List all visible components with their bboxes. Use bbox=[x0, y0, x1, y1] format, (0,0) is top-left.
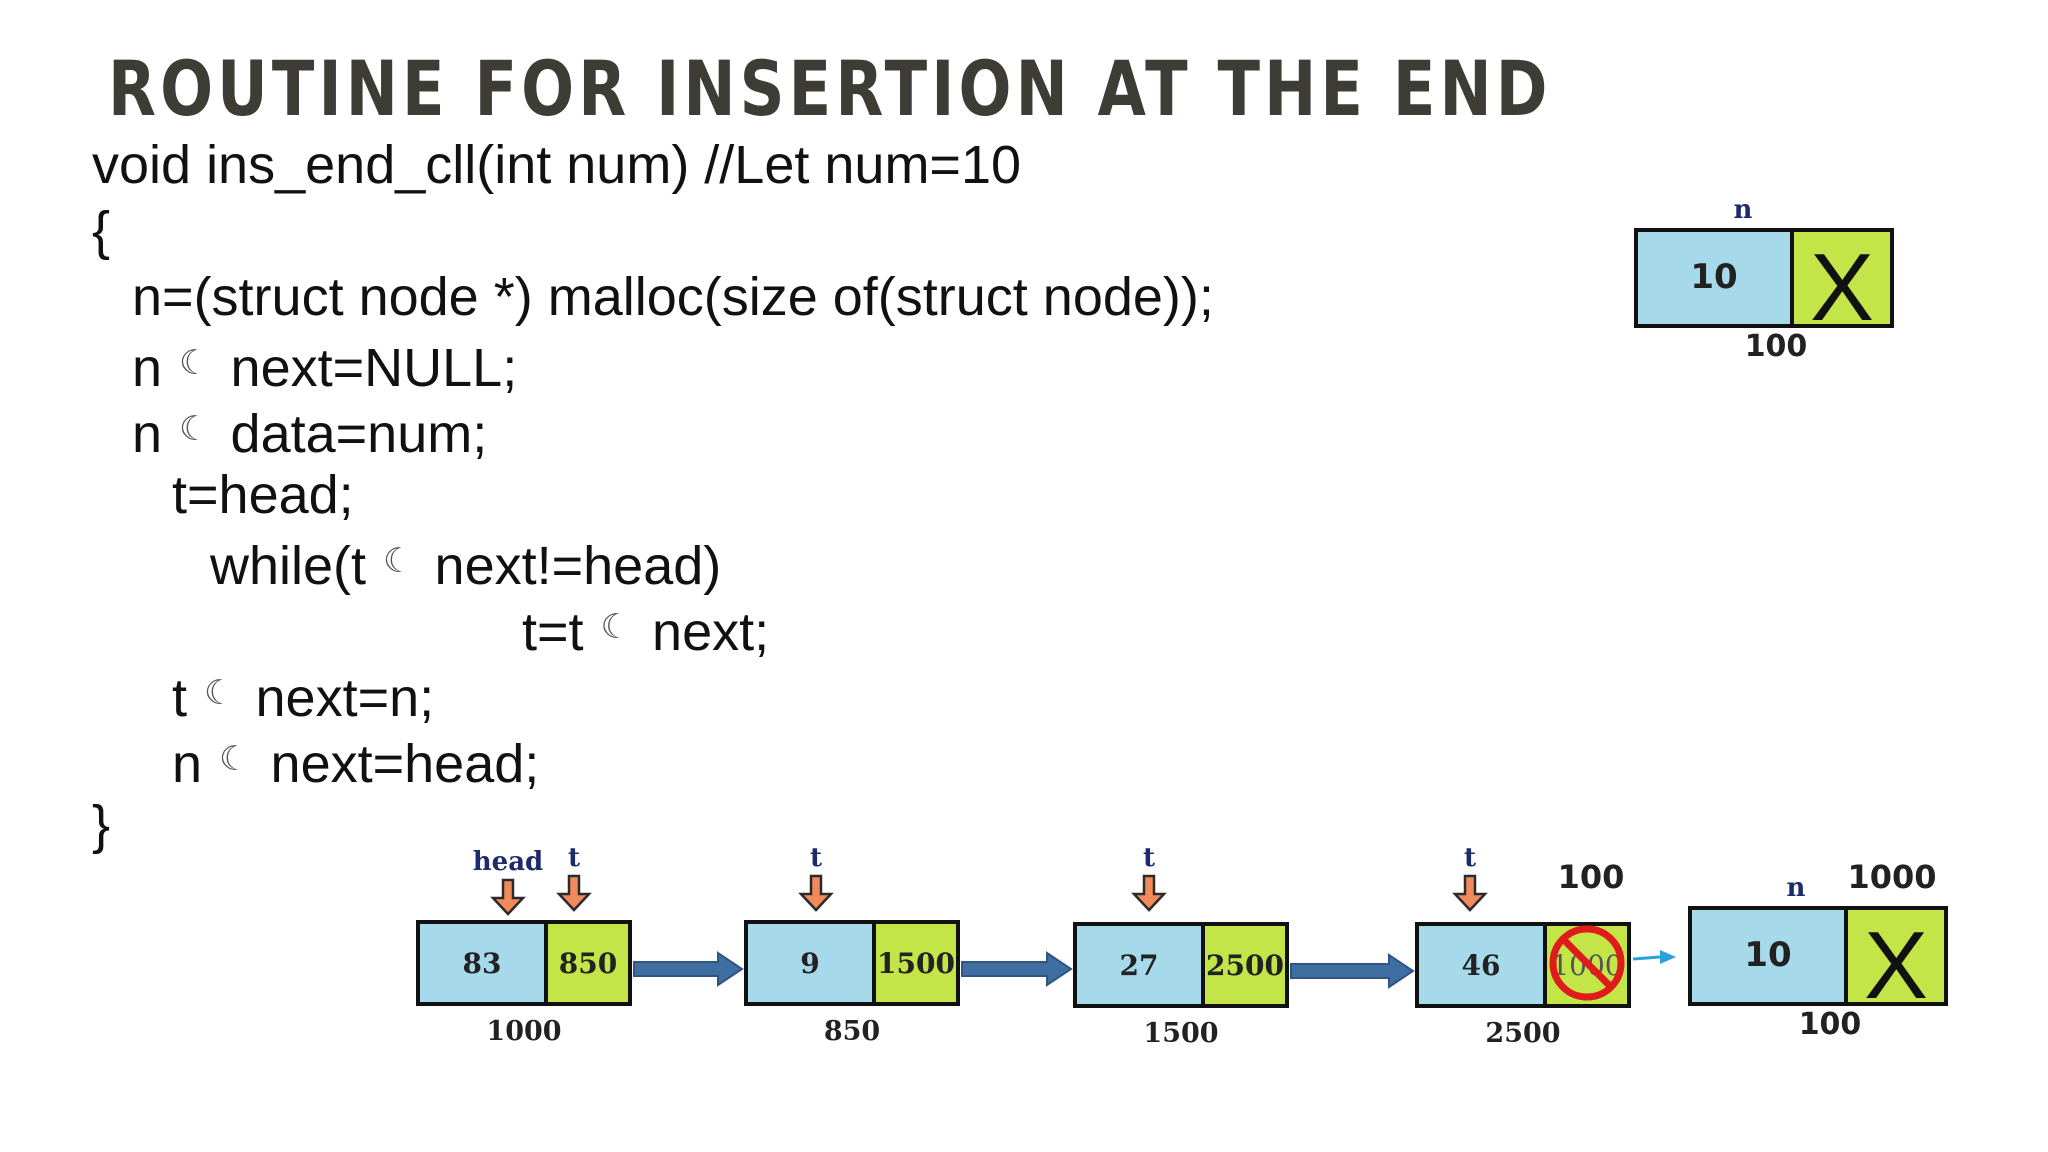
node-data-value: 83 bbox=[463, 947, 502, 980]
pointer-label: n bbox=[1734, 195, 1753, 225]
node-address: 2500 bbox=[1485, 1018, 1560, 1049]
new-link-line bbox=[1632, 955, 1661, 961]
code-line: void ins_end_cll(int num) //Let num=10 bbox=[92, 132, 1021, 198]
code-line: t=t ☾ next; bbox=[522, 594, 769, 665]
pointer-label: t bbox=[810, 843, 822, 873]
pointer-down-arrow-icon bbox=[490, 878, 526, 916]
pointer-operator-icon: ☾ bbox=[383, 542, 414, 580]
no-symbol-slash bbox=[1560, 936, 1614, 990]
node-next-field bbox=[1543, 922, 1631, 1008]
code-text: t=t bbox=[522, 602, 599, 662]
link-arrow-icon bbox=[1290, 953, 1415, 989]
node-data-value: 9 bbox=[800, 947, 819, 980]
pointer-operator-icon: ☾ bbox=[600, 608, 632, 646]
node-data-field bbox=[1415, 922, 1547, 1008]
no-symbol-icon bbox=[1549, 925, 1625, 1001]
pointer-down-arrow-icon bbox=[798, 874, 834, 912]
node-data-value: 10 bbox=[1690, 257, 1737, 297]
pointer-operator-icon: ☾ bbox=[204, 674, 235, 712]
null-x-icon: X bbox=[1864, 912, 1928, 1019]
node-next-field bbox=[1844, 906, 1948, 1006]
code-text: n bbox=[132, 404, 178, 464]
code-line: n ☾ next=NULL; bbox=[132, 330, 517, 401]
code-text: void ins_end_cll(int num) //Let num=10 bbox=[92, 135, 1022, 195]
code-line: t ☾ next=n; bbox=[172, 660, 434, 731]
code-text: data=num; bbox=[215, 404, 488, 464]
pointer-label: n bbox=[1787, 873, 1806, 903]
node-address: 850 bbox=[824, 1016, 880, 1047]
pointer-down-arrow-icon bbox=[1452, 874, 1488, 912]
link-arrow-icon bbox=[961, 951, 1073, 987]
code-line: } bbox=[92, 792, 110, 858]
code-text: next!=head) bbox=[419, 536, 722, 596]
node-address: 1500 bbox=[1143, 1018, 1218, 1049]
node-next-field bbox=[1201, 922, 1289, 1008]
code-line: while(t ☾ next!=head) bbox=[210, 528, 721, 599]
code-line: n ☾ next=head; bbox=[172, 726, 539, 797]
code-text: next; bbox=[637, 602, 770, 662]
code-text: n=(struct node *) malloc(size of(struct … bbox=[132, 267, 1214, 327]
code-line: t=head; bbox=[172, 462, 354, 528]
node-next-field bbox=[1790, 228, 1894, 328]
pointer-operator-icon: ☾ bbox=[219, 740, 250, 778]
new-node-label-above: 1000 bbox=[1847, 858, 1936, 896]
slide-title: ROUTINE FOR INSERTION AT THE END bbox=[108, 44, 1552, 133]
code-text: t bbox=[172, 668, 203, 728]
pointer-label: t bbox=[568, 843, 580, 873]
code-text: n bbox=[172, 734, 218, 794]
code-text: { bbox=[92, 201, 111, 261]
code-text: next=NULL; bbox=[215, 338, 518, 398]
node-next-value: 850 bbox=[559, 947, 617, 980]
pointer-operator-icon: ☾ bbox=[179, 344, 210, 382]
null-x-icon: X bbox=[1810, 234, 1874, 341]
code-line: n ☾ data=num; bbox=[132, 396, 487, 467]
node-address: 100 bbox=[1745, 329, 1808, 364]
new-link-arrow-icon bbox=[1660, 950, 1676, 964]
node-data-field bbox=[416, 920, 548, 1006]
pointer-down-arrow-icon bbox=[1131, 874, 1167, 912]
new-next-address: 100 bbox=[1558, 858, 1625, 896]
node-next-value: 2500 bbox=[1206, 949, 1284, 982]
code-text: n bbox=[132, 338, 178, 398]
pointer-label: t bbox=[1143, 843, 1155, 873]
node-data-value: 27 bbox=[1120, 949, 1159, 982]
pointer-operator-icon: ☾ bbox=[179, 410, 210, 448]
node-data-field bbox=[1634, 228, 1794, 328]
code-text: next=n; bbox=[240, 668, 435, 728]
node-address: 100 bbox=[1799, 1007, 1862, 1042]
pointer-label: head bbox=[473, 847, 543, 877]
node-next-value: 1500 bbox=[877, 947, 955, 980]
pointer-label: t bbox=[1464, 843, 1476, 873]
code-line: n=(struct node *) malloc(size of(struct … bbox=[132, 264, 1214, 330]
node-next-field bbox=[872, 920, 960, 1006]
node-next-field bbox=[544, 920, 632, 1006]
code-line: { bbox=[92, 198, 110, 264]
node-data-value: 10 bbox=[1744, 935, 1791, 975]
code-text: t=head; bbox=[172, 465, 354, 525]
node-data-field bbox=[1073, 922, 1205, 1008]
node-data-value: 46 bbox=[1462, 949, 1501, 982]
code-text: while(t bbox=[210, 536, 382, 596]
pointer-down-arrow-icon bbox=[556, 874, 592, 912]
link-arrow-icon bbox=[633, 951, 744, 987]
code-text: next=head; bbox=[255, 734, 540, 794]
code-text: } bbox=[92, 795, 111, 855]
node-address: 1000 bbox=[486, 1016, 561, 1047]
